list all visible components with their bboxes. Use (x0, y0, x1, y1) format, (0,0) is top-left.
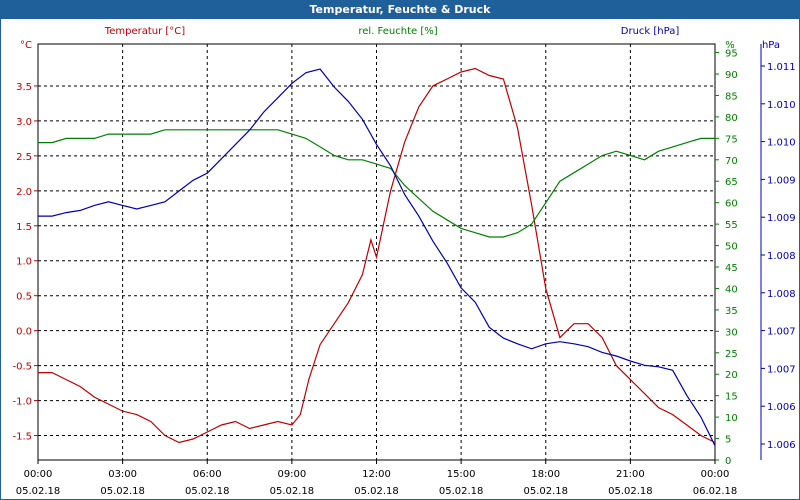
pressure-tick-label: 1.006 (767, 440, 796, 451)
pressure-tick-label: 1.007 (767, 327, 796, 338)
time-tick-label: 00:00 (24, 469, 53, 480)
temperature-tick-label: 2.5 (16, 152, 32, 163)
pressure-axis-label: Druck [hPa] (621, 26, 680, 37)
date-tick-label: 05.02.18 (16, 486, 61, 497)
humidity-tick-label: 25 (725, 349, 738, 360)
temperature-tick-label: 0.5 (16, 292, 32, 303)
temperature-tick-label: 2.0 (16, 187, 32, 198)
humidity-tick-label: 75 (725, 134, 738, 145)
humidity-tick-label: 50 (725, 242, 738, 253)
temperature-axis-ticks: 3.5 3.0 2.5 2.0 1.5 1.0 0.5 0.0 -0.5 -1.0 -1.5 (12, 82, 38, 443)
temperature-tick-label: 3.5 (16, 82, 32, 93)
temperature-tick-label: -0.5 (12, 362, 32, 373)
temperature-series-line (38, 67, 716, 444)
pressure-tick-label: 1.009 (767, 213, 796, 224)
date-tick-label: 05.02.18 (523, 486, 568, 497)
humidity-tick-label: 15 (725, 392, 738, 403)
temperature-tick-label: -1.0 (12, 397, 32, 408)
humidity-tick-label: 5 (725, 435, 731, 446)
date-tick-label: 06.02.18 (693, 486, 738, 497)
time-tick-label: 15:00 (447, 469, 476, 480)
humidity-tick-label: 45 (725, 263, 738, 274)
pressure-tick-label: 1.008 (767, 289, 796, 300)
humidity-tick-label: 0 (725, 456, 731, 467)
pressure-unit-label: hPa (762, 40, 780, 51)
date-tick-label: 05.02.18 (608, 486, 653, 497)
time-tick-label: 21:00 (616, 469, 645, 480)
pressure-tick-label: 1.006 (767, 402, 796, 413)
temperature-tick-label: 1.5 (16, 222, 32, 233)
temperature-unit-label: °C (20, 40, 32, 51)
pressure-tick-label: 1.008 (767, 251, 796, 262)
time-tick-label: 03:00 (108, 469, 137, 480)
pressure-tick-label: 1.010 (767, 138, 796, 149)
date-tick-label: 05.02.18 (100, 486, 145, 497)
pressure-series-line (38, 68, 716, 446)
time-tick-label: 18:00 (531, 469, 560, 480)
time-tick-label: 00:00 (701, 469, 730, 480)
date-tick-label: 05.02.18 (270, 486, 315, 497)
temperature-axis-label: Temperatur [°C] (104, 26, 185, 37)
time-tick-label: 09:00 (277, 469, 306, 480)
series-lines (38, 67, 716, 446)
humidity-tick-label: 80 (725, 113, 738, 124)
humidity-tick-label: 20 (725, 370, 738, 381)
humidity-tick-label: 90 (725, 70, 738, 81)
temperature-tick-label: -1.5 (12, 432, 32, 443)
time-tick-label: 06:00 (193, 469, 222, 480)
temperature-tick-label: 1.0 (16, 257, 32, 268)
chart-title: Temperatur, Feuchte & Druck (1, 1, 799, 19)
time-tick-label: 12:00 (362, 469, 391, 480)
humidity-series-line (38, 129, 715, 238)
date-tick-label: 05.02.18 (354, 486, 399, 497)
humidity-tick-label: 65 (725, 177, 738, 188)
temperature-tick-label: 3.0 (16, 117, 32, 128)
pressure-tick-label: 1.011 (767, 62, 796, 73)
humidity-tick-label: 60 (725, 199, 738, 210)
time-axis-ticks: 00:00 05.02.18 03:00 05.02.18 06:00 05.02.18 0… (16, 460, 738, 497)
date-tick-label: 05.02.18 (439, 486, 484, 497)
humidity-tick-label: 55 (725, 220, 738, 231)
pressure-tick-label: 1.007 (767, 364, 796, 375)
temperature-tick-label: 0.0 (16, 327, 32, 338)
pressure-tick-label: 1.009 (767, 175, 796, 186)
humidity-tick-label: 10 (725, 413, 738, 424)
humidity-tick-label: 30 (725, 327, 738, 338)
pressure-axis-ticks: 1.011 1.010 1.010 1.009 1.009 1.008 1.008 1.007… (761, 62, 796, 451)
date-tick-label: 05.02.18 (185, 486, 230, 497)
humidity-tick-label: 95 (725, 49, 738, 60)
humidity-tick-label: 70 (725, 156, 738, 167)
humidity-unit-label: % (725, 40, 735, 51)
humidity-tick-label: 85 (725, 91, 738, 102)
pressure-tick-label: 1.010 (767, 100, 796, 111)
plot-area (37, 43, 716, 461)
humidity-tick-label: 40 (725, 284, 738, 295)
humidity-axis-label: rel. Feuchte [%] (358, 26, 437, 37)
humidity-tick-label: 35 (725, 306, 738, 317)
